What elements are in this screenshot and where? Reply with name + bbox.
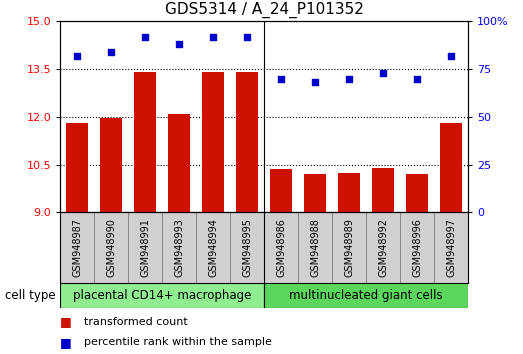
Point — [209, 34, 218, 39]
Point — [447, 53, 456, 58]
Text: ■: ■ — [60, 336, 72, 349]
Text: GSM948995: GSM948995 — [242, 218, 252, 277]
Point — [141, 34, 150, 39]
Text: GSM948994: GSM948994 — [208, 218, 218, 277]
Title: GDS5314 / A_24_P101352: GDS5314 / A_24_P101352 — [165, 2, 363, 18]
Bar — [100, 118, 122, 212]
Text: GSM948988: GSM948988 — [310, 218, 320, 277]
Text: percentile rank within the sample: percentile rank within the sample — [84, 337, 271, 348]
Bar — [168, 114, 190, 212]
Text: multinucleated giant cells: multinucleated giant cells — [289, 289, 443, 302]
Point — [243, 34, 252, 39]
Point — [311, 80, 320, 85]
Bar — [372, 168, 394, 212]
Text: cell type: cell type — [5, 289, 56, 302]
Bar — [66, 123, 88, 212]
Point — [379, 70, 388, 76]
Text: GSM948991: GSM948991 — [140, 218, 150, 277]
Bar — [134, 72, 156, 212]
Point — [413, 76, 422, 81]
Bar — [270, 170, 292, 212]
Text: GSM948990: GSM948990 — [106, 218, 116, 277]
Bar — [60, 283, 264, 308]
Point — [107, 49, 116, 55]
Text: GSM948997: GSM948997 — [446, 218, 456, 277]
Text: placental CD14+ macrophage: placental CD14+ macrophage — [73, 289, 252, 302]
Text: ■: ■ — [60, 315, 72, 328]
Bar — [264, 283, 468, 308]
Bar — [440, 123, 462, 212]
Bar — [236, 72, 258, 212]
Point — [277, 76, 286, 81]
Bar — [304, 174, 326, 212]
Point — [175, 41, 184, 47]
Bar — [406, 174, 428, 212]
Text: GSM948996: GSM948996 — [412, 218, 422, 277]
Bar — [338, 172, 360, 212]
Point — [73, 53, 82, 58]
Point — [345, 76, 354, 81]
Text: transformed count: transformed count — [84, 317, 187, 327]
Text: GSM948986: GSM948986 — [276, 218, 286, 277]
Text: GSM948992: GSM948992 — [378, 218, 388, 277]
Text: GSM948993: GSM948993 — [174, 218, 184, 277]
Text: GSM948989: GSM948989 — [344, 218, 354, 277]
Bar — [202, 72, 224, 212]
Text: GSM948987: GSM948987 — [72, 218, 82, 277]
